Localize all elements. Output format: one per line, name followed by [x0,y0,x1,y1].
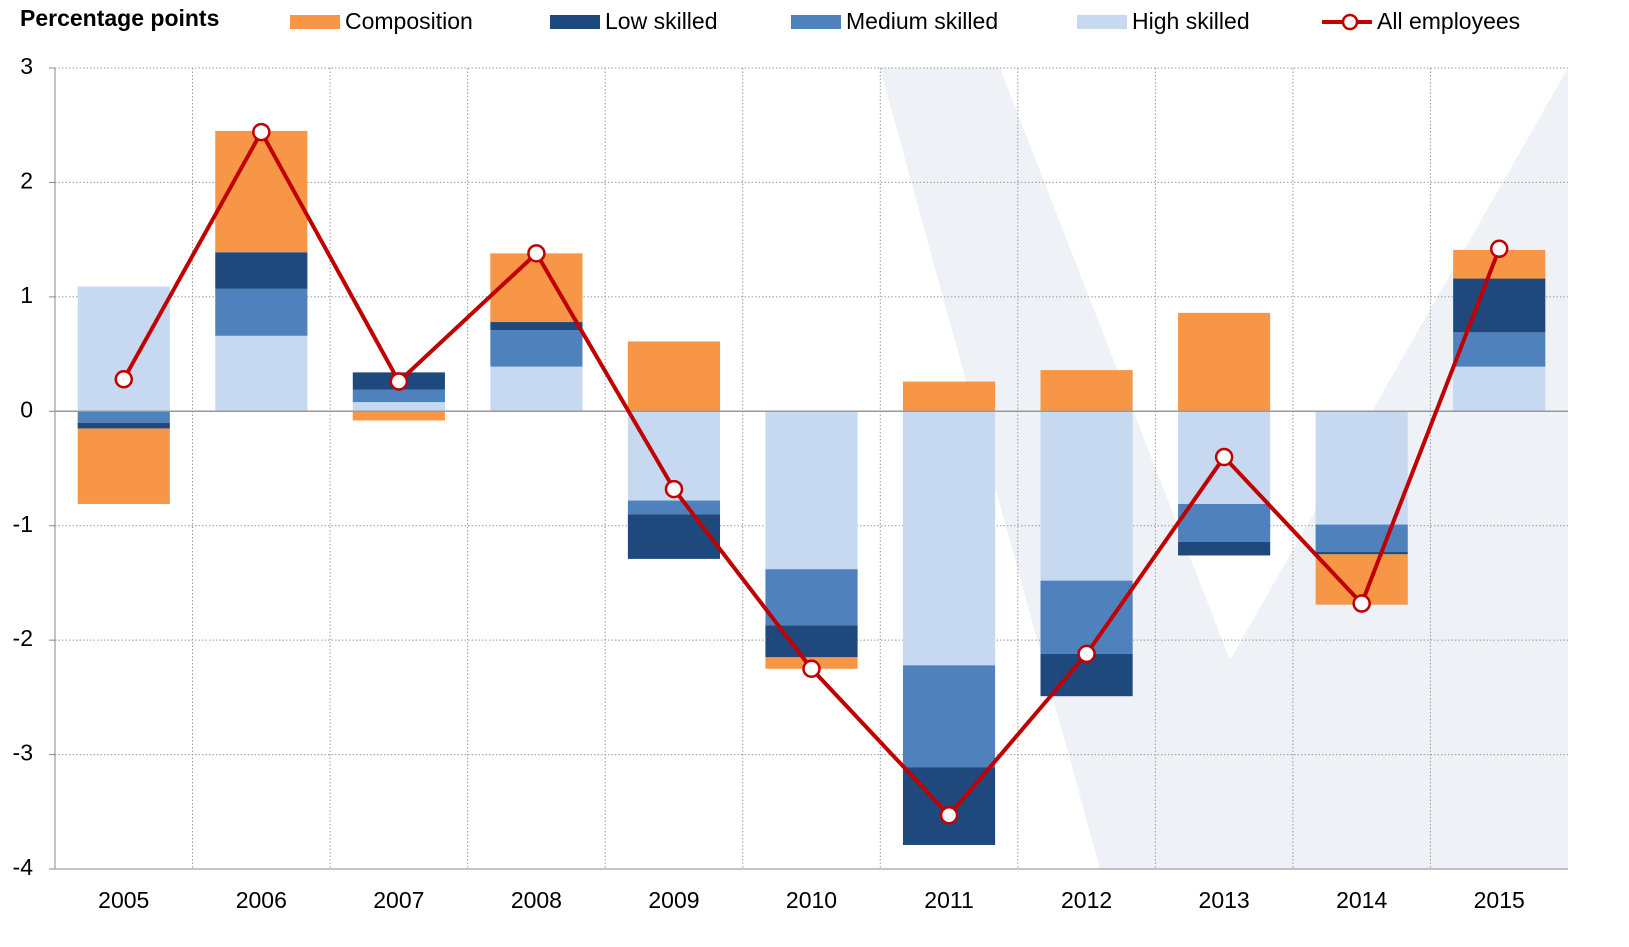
bar-segment [1040,411,1133,581]
bar-segment [1453,332,1546,367]
bar-segment [627,341,721,412]
line-marker [389,372,409,391]
line-marker [252,122,271,142]
bar-segment [902,411,996,666]
line-marker [1352,594,1371,613]
x-tick-label: 2005 [98,887,149,913]
x-tick-label: 2015 [1474,887,1525,913]
bar-segment [765,625,858,658]
bar-segment [490,253,583,323]
bar-segment [215,335,308,412]
legend-label: Low skilled [605,8,718,34]
y-tick-label: 1 [20,282,33,308]
x-tick-label: 2012 [1061,887,1112,913]
axis-label: Percentage points [20,5,219,31]
bar-segment [77,286,170,412]
y-tick-label: -3 [13,740,33,766]
bar-segment [215,252,308,289]
x-tick-label: 2014 [1336,887,1387,913]
y-tick-label: 3 [20,53,33,79]
bar-segment [352,402,445,412]
bar-segment [1453,278,1546,333]
x-tick-label: 2013 [1199,887,1250,913]
bar-segment [627,514,721,559]
line-marker [939,805,959,825]
bar-segment [1315,524,1408,553]
line-marker [527,244,546,263]
bar-segment [1040,580,1133,654]
y-tick-label: 0 [20,396,33,422]
bar-segment [765,411,858,570]
legend-swatch [1077,15,1127,29]
x-tick-label: 2006 [236,887,287,913]
bar-segment [1453,366,1546,412]
bar-segment [1040,370,1133,412]
legend-swatch [791,15,841,29]
bar-segment [902,665,996,768]
bar-segment [215,288,308,336]
bar-segment [77,422,170,429]
legend-marker [1341,13,1359,31]
legend-label: Composition [345,8,473,34]
bar-segment [627,500,721,515]
y-tick-label: 2 [20,168,33,194]
x-tick-label: 2007 [373,887,424,913]
bar-segment [1178,541,1271,556]
bar-segment [1315,552,1408,555]
bar-segment [490,322,583,331]
y-tick-label: -4 [13,854,34,880]
line-marker [1077,644,1096,664]
y-tick-label: -1 [13,511,33,537]
x-tick-label: 2010 [786,887,837,913]
x-tick-label: 2011 [924,887,973,913]
bar-segment [77,428,170,504]
bar-segment [1178,503,1271,542]
legend-label: High skilled [1132,8,1250,34]
line-marker [664,479,684,499]
bar-segment [765,569,858,626]
bar-segment [1178,312,1271,412]
legend-label: All employees [1377,8,1520,34]
bar-segment [490,330,583,367]
x-tick-label: 2008 [511,887,562,913]
line-marker [114,369,134,389]
bar-segment [902,381,996,412]
line-marker [1214,447,1234,467]
legend-label: Medium skilled [846,8,998,34]
y-tick-label: -2 [13,625,33,651]
bar-segment [490,366,583,412]
x-tick-label: 2009 [648,887,699,913]
legend-swatch [550,15,600,29]
bar-segment [1315,411,1408,525]
bar-segment [352,389,445,403]
legend-swatch [290,15,340,29]
bar-segment [352,411,445,421]
line-marker [1489,239,1509,259]
bar-segment [77,411,170,423]
line-marker [802,659,821,678]
